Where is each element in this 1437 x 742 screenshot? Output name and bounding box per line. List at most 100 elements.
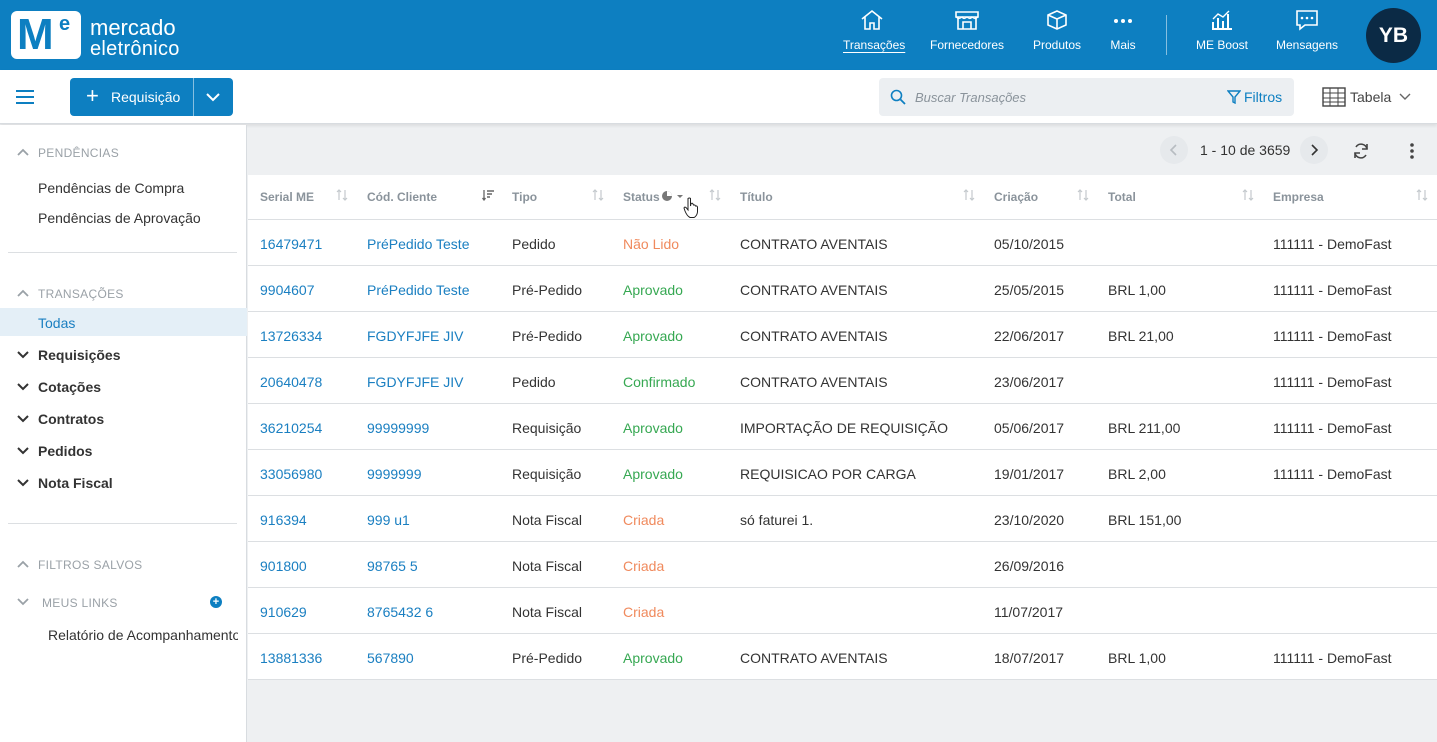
cell-status: Aprovado xyxy=(623,420,683,436)
section-filtros-salvos[interactable]: FILTROS SALVOS xyxy=(16,558,142,572)
divider xyxy=(8,523,237,524)
chevron-up-icon xyxy=(17,148,29,156)
nav-transacoes[interactable]: Transações xyxy=(843,8,905,62)
sort-icon[interactable] xyxy=(1242,189,1254,201)
sidebar-group-cotacoes[interactable]: Cotações xyxy=(16,379,101,395)
cell-serial[interactable]: 910629 xyxy=(260,604,307,620)
nav-fornecedores[interactable]: Fornecedores xyxy=(930,8,1004,62)
sidebar-group-requisicoes[interactable]: Requisições xyxy=(16,347,120,363)
cell-cod-cliente[interactable]: 999 u1 xyxy=(367,512,410,528)
refresh-icon[interactable] xyxy=(1352,142,1370,160)
col-tipo[interactable]: Tipo xyxy=(512,190,538,204)
section-transacoes[interactable]: TRANSAÇÕES xyxy=(16,287,124,301)
logo-line2: eletrônico xyxy=(90,38,180,60)
sidebar-item-todas[interactable]: Todas xyxy=(38,315,76,331)
menu-icon[interactable] xyxy=(16,90,34,104)
nav-produtos[interactable]: Produtos xyxy=(1031,8,1083,62)
more-options-icon[interactable] xyxy=(1408,142,1416,160)
cell-serial[interactable]: 9904607 xyxy=(260,282,315,298)
add-link-icon[interactable]: + xyxy=(210,596,222,608)
col-total[interactable]: Total xyxy=(1108,190,1136,204)
cell-serial[interactable]: 36210254 xyxy=(260,420,323,436)
cell-cod-cliente[interactable]: FGDYFJFE JIV xyxy=(367,328,464,344)
chevron-down-icon[interactable] xyxy=(204,88,222,106)
new-requisition-button[interactable]: + Requisição xyxy=(70,78,233,116)
filters-label: Filtros xyxy=(1244,89,1283,105)
sidebar-group-nota-fiscal[interactable]: Nota Fiscal xyxy=(16,475,113,491)
sort-icon[interactable] xyxy=(709,189,721,201)
cell-cod-cliente[interactable]: 567890 xyxy=(367,650,414,666)
cell-cod-cliente[interactable]: 99999999 xyxy=(367,420,430,436)
cell-total: BRL 1,00 xyxy=(1108,282,1166,298)
cell-serial[interactable]: 33056980 xyxy=(260,466,323,482)
table-row[interactable]: 910629 8765432 6 Nota Fiscal Criada 11/07/20… xyxy=(248,588,1437,634)
cell-titulo: CONTRATO AVENTAIS xyxy=(740,650,888,666)
nav-mensagens[interactable]: Mensagens xyxy=(1274,8,1340,62)
cell-serial[interactable]: 13726334 xyxy=(260,328,323,344)
cell-cod-cliente[interactable]: 8765432 6 xyxy=(367,604,434,620)
table-row[interactable]: 13726334 FGDYFJFE JIV Pré-Pedido Aprovado CO… xyxy=(248,312,1437,358)
message-icon xyxy=(1296,10,1318,31)
sidebar-group-contratos[interactable]: Contratos xyxy=(16,411,104,427)
pager-next-button[interactable] xyxy=(1300,136,1328,164)
sort-icon[interactable] xyxy=(592,189,604,201)
nav-me-boost[interactable]: ME Boost xyxy=(1194,8,1250,62)
nav-separator xyxy=(1166,15,1167,55)
sidebar-item-pendencias-aprovacao[interactable]: Pendências de Aprovação xyxy=(38,210,201,226)
table-row[interactable]: 16479471 PréPedido Teste Pedido Não Lido CON… xyxy=(248,220,1437,266)
button-divider xyxy=(193,78,194,116)
col-criacao[interactable]: Criação xyxy=(994,190,1039,204)
chevron-up-icon xyxy=(17,289,29,297)
filters-button[interactable]: Filtros xyxy=(1226,89,1283,105)
brand-logo[interactable]: M e mercado eletrônico xyxy=(11,11,201,61)
cell-cod-cliente[interactable]: 98765 5 xyxy=(367,558,418,574)
view-selector[interactable]: Tabela xyxy=(1322,87,1415,107)
nav-mais[interactable]: Mais xyxy=(1107,8,1139,62)
table-row[interactable]: 916394 999 u1 Nota Fiscal Criada só faturei … xyxy=(248,496,1437,542)
sort-icon[interactable] xyxy=(336,189,348,201)
section-pendencias[interactable]: PENDÊNCIAS xyxy=(16,146,119,160)
col-status[interactable]: Status xyxy=(623,190,660,204)
table-row[interactable]: 9904607 PréPedido Teste Pré-Pedido Aprovado… xyxy=(248,266,1437,312)
search-input[interactable]: Buscar Transações xyxy=(915,90,1027,105)
cell-serial[interactable]: 20640478 xyxy=(260,374,323,390)
cell-cod-cliente[interactable]: FGDYFJFE JIV xyxy=(367,374,464,390)
chevron-down-icon xyxy=(17,383,29,391)
cell-tipo: Requisição xyxy=(512,420,582,436)
cell-titulo: CONTRATO AVENTAIS xyxy=(740,328,888,344)
cell-serial[interactable]: 16479471 xyxy=(260,236,323,252)
sort-icon[interactable] xyxy=(963,189,975,201)
cell-status: Aprovado xyxy=(623,650,683,666)
cell-titulo: REQUISICAO POR CARGA xyxy=(740,466,916,482)
cell-serial[interactable]: 916394 xyxy=(260,512,307,528)
cell-cod-cliente[interactable]: 9999999 xyxy=(367,466,422,482)
col-empresa[interactable]: Empresa xyxy=(1273,190,1324,204)
cell-status: Criada xyxy=(623,558,665,574)
section-meus-links[interactable]: MEUS LINKS xyxy=(16,596,118,610)
pager-prev-button[interactable] xyxy=(1160,136,1188,164)
search-bar[interactable]: Buscar Transações Filtros xyxy=(879,78,1294,116)
cell-serial[interactable]: 901800 xyxy=(260,558,307,574)
col-serial-me[interactable]: Serial ME xyxy=(260,190,315,204)
cell-criacao: 05/06/2017 xyxy=(994,420,1065,436)
pie-chart-icon[interactable] xyxy=(661,190,685,202)
cell-cod-cliente[interactable]: PréPedido Teste xyxy=(367,282,470,298)
sidebar-item-pendencias-compra[interactable]: Pendências de Compra xyxy=(38,180,185,196)
cell-cod-cliente[interactable]: PréPedido Teste xyxy=(367,236,470,252)
sidebar-group-pedidos[interactable]: Pedidos xyxy=(16,443,92,459)
table-row[interactable]: 13881336 567890 Pré-Pedido Aprovado CONTRATO… xyxy=(248,634,1437,680)
col-cod-cliente[interactable]: Cód. Cliente xyxy=(367,190,438,204)
table-row[interactable]: 33056980 9999999 Requisição Aprovado REQUISI… xyxy=(248,450,1437,496)
sidebar-item-relatorio[interactable]: Relatório de Acompanhamento xyxy=(48,627,238,643)
sort-icon[interactable] xyxy=(1416,189,1428,201)
table-row[interactable]: 36210254 99999999 Requisição Aprovado IMPORT… xyxy=(248,404,1437,450)
sort-icon[interactable] xyxy=(1077,189,1089,201)
toolbar: + Requisição Buscar Transações Filtros T… xyxy=(0,70,1437,124)
col-titulo[interactable]: Título xyxy=(740,190,773,204)
table-row[interactable]: 901800 98765 5 Nota Fiscal Criada 26/09/2016 xyxy=(248,542,1437,588)
user-avatar[interactable]: YB xyxy=(1366,8,1421,63)
table-row[interactable]: 20640478 FGDYFJFE JIV Pedido Confirmado CONT… xyxy=(248,358,1437,404)
cell-criacao: 23/06/2017 xyxy=(994,374,1065,390)
sort-active-icon[interactable] xyxy=(482,189,495,201)
cell-serial[interactable]: 13881336 xyxy=(260,650,323,666)
